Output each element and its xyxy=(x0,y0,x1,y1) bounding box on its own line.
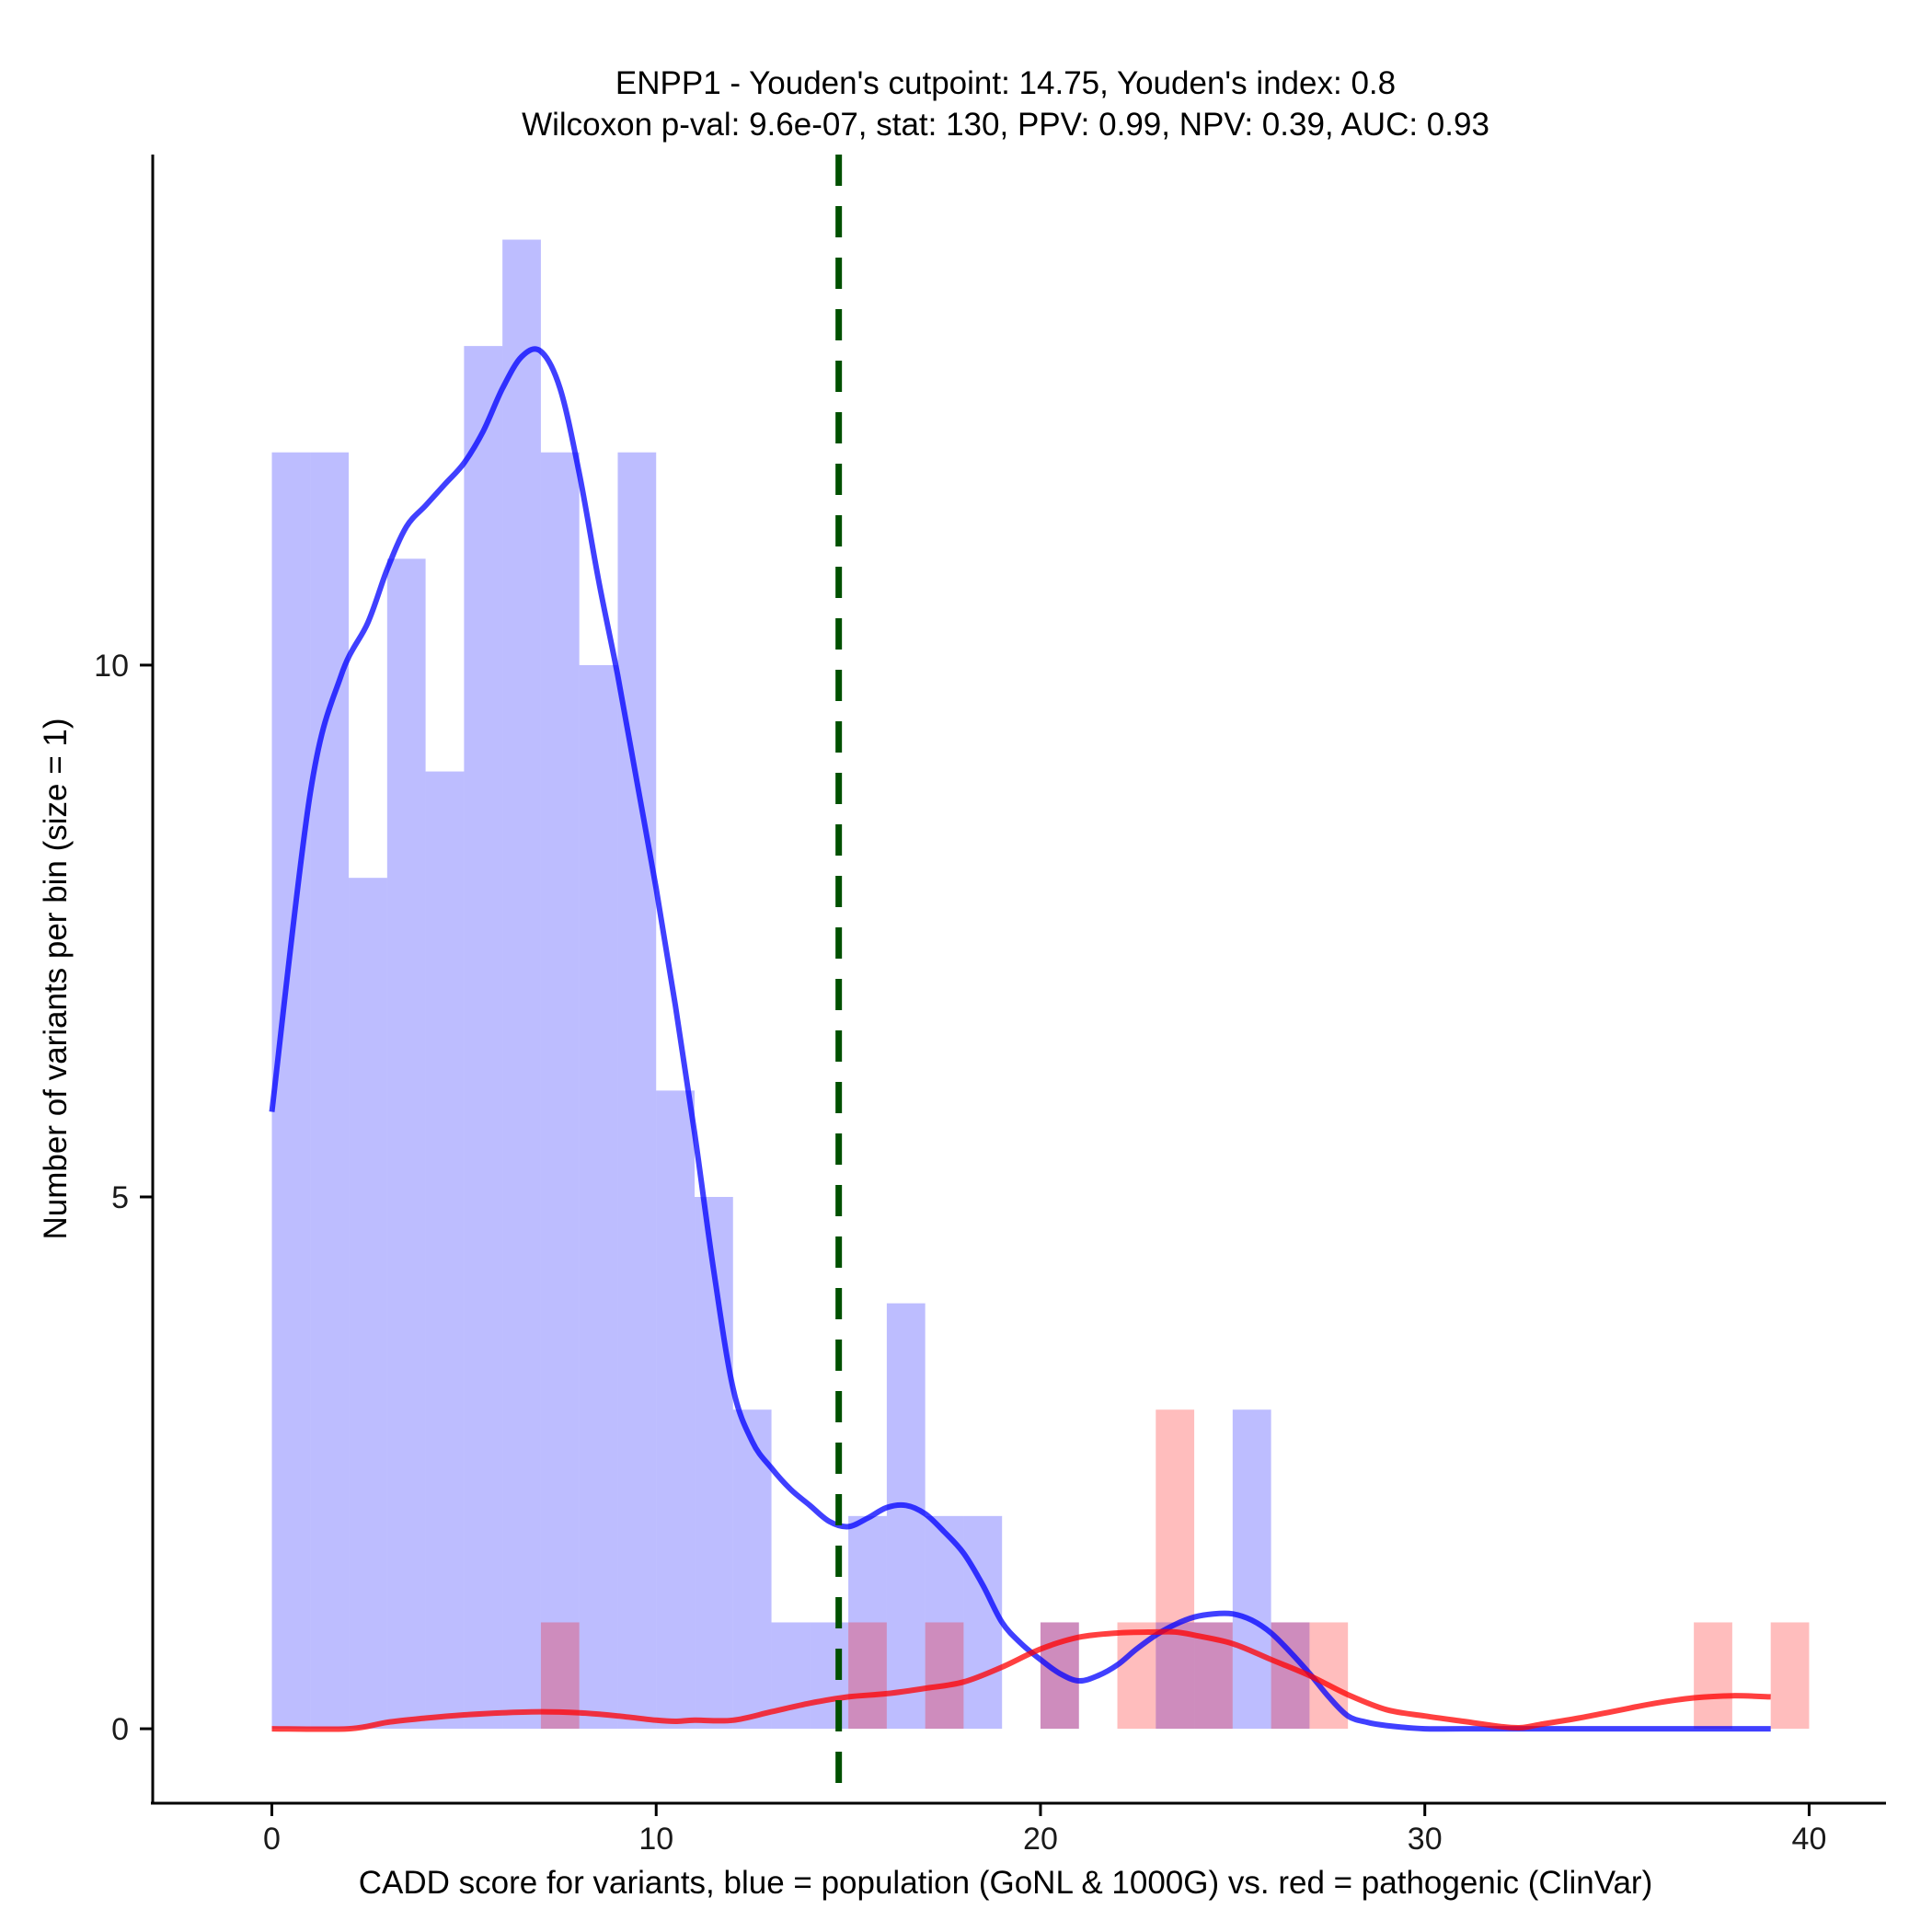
population-bin-bar xyxy=(963,1515,1003,1730)
population-bin-bar xyxy=(310,452,350,1730)
population-bin-bar xyxy=(1156,1622,1195,1730)
x-tick-label: 10 xyxy=(638,1822,673,1857)
pathogenic-bin-bar xyxy=(925,1622,964,1730)
y-axis-ticks: 0 5 10 xyxy=(94,649,153,1747)
x-axis-label: CADD score for variants, blue = populati… xyxy=(359,1865,1653,1901)
y-tick-label: 10 xyxy=(94,649,129,684)
population-density-line xyxy=(269,346,1771,1732)
population-bin-bar xyxy=(810,1622,849,1730)
x-axis-ticks: 0 10 20 30 40 xyxy=(263,1803,1826,1857)
chart-subtitle: Wilcoxon p-val: 9.6e-07, stat: 130, PPV:… xyxy=(522,107,1489,143)
population-bin-bar xyxy=(579,664,618,1730)
x-tick-label: 30 xyxy=(1408,1822,1443,1857)
population-bin-bar xyxy=(886,1303,926,1730)
x-tick-label: 20 xyxy=(1023,1822,1058,1857)
population-bin-bar xyxy=(502,239,541,1730)
y-tick-label: 0 xyxy=(111,1712,129,1747)
population-bin-bar xyxy=(656,1090,696,1730)
population-bin-bar xyxy=(617,452,657,1730)
pathogenic-bin-bar xyxy=(848,1622,887,1730)
y-tick-label: 5 xyxy=(111,1180,129,1215)
population-bin-bar xyxy=(464,346,503,1730)
pathogenic-bin-bar xyxy=(1156,1409,1195,1730)
population-bin-bar xyxy=(1232,1409,1271,1730)
population-bin-bar xyxy=(349,878,387,1730)
population-bin-bar xyxy=(425,771,465,1730)
density-lines xyxy=(269,346,1771,1732)
pathogenic-bin-bar xyxy=(1770,1622,1810,1730)
population-bin-bar xyxy=(386,558,426,1730)
y-axis-label: Number of variants per bin (size = 1) xyxy=(38,718,74,1239)
population-bin-bar xyxy=(540,452,580,1730)
x-tick-label: 0 xyxy=(263,1822,281,1857)
population-bin-bar xyxy=(271,452,311,1730)
chart-title: ENPP1 - Youden's cutpoint: 14.75, Youden… xyxy=(615,65,1396,101)
population-histogram xyxy=(271,239,1310,1730)
x-tick-label: 40 xyxy=(1792,1822,1827,1857)
pathogenic-density-line xyxy=(271,1628,1771,1732)
population-bin-bar xyxy=(925,1515,964,1730)
pathogenic-bin-bar xyxy=(1694,1622,1732,1730)
